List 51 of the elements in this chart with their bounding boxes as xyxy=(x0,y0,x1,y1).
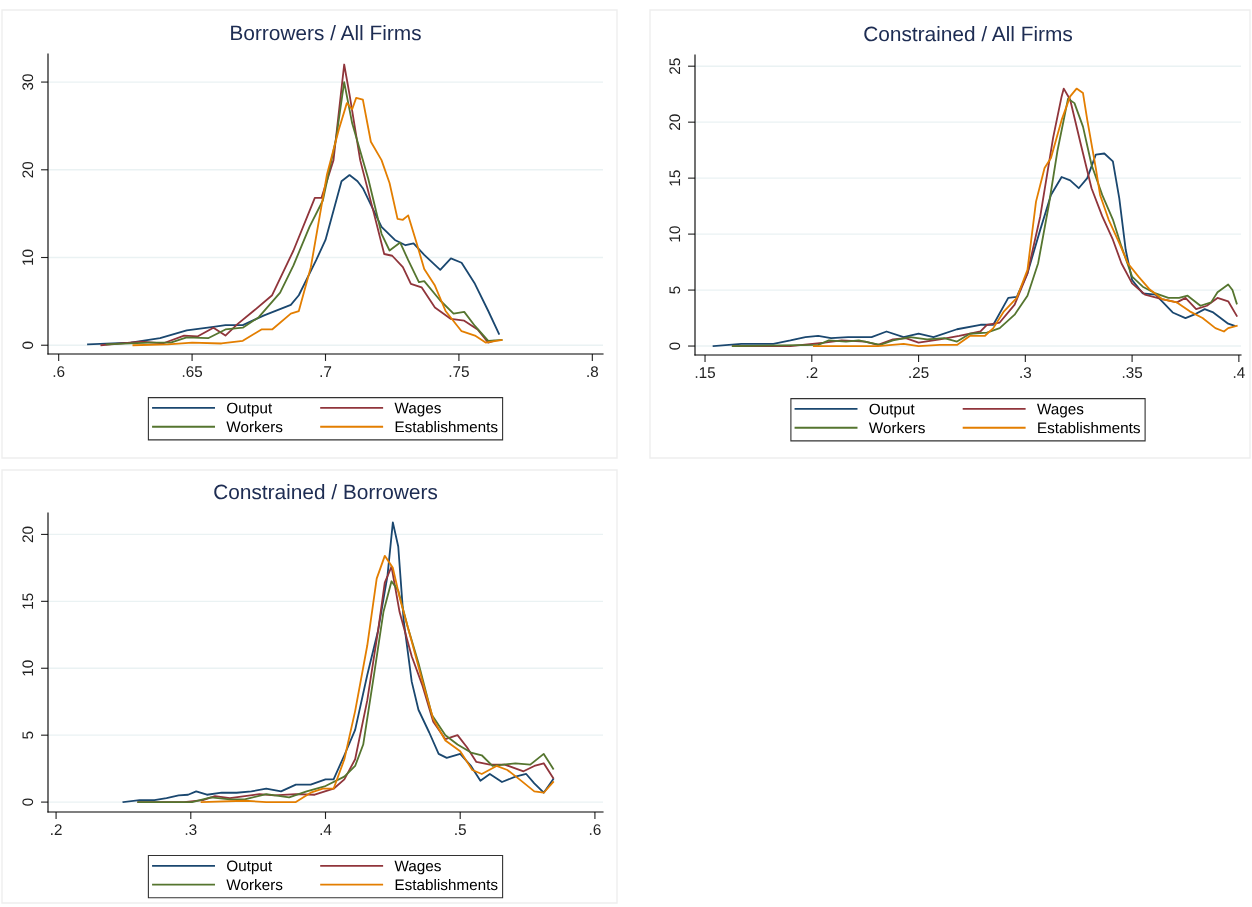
x-tick-label: .4 xyxy=(320,824,332,835)
y-tick-label: 20 xyxy=(669,114,681,130)
legend-label: Workers xyxy=(226,421,283,433)
legend-label: Workers xyxy=(868,422,925,434)
legend-label: Output xyxy=(227,860,273,875)
legend-label: Wages xyxy=(394,402,441,417)
y-tick-label: 20 xyxy=(22,161,34,178)
y-tick-label: 0 xyxy=(22,798,34,806)
x-tick-label: .8 xyxy=(587,366,599,378)
legend-label: Output xyxy=(869,403,915,418)
x-tick-label: .2 xyxy=(51,824,62,835)
legend-label: Establishments xyxy=(395,421,498,433)
chart-title: Borrowers / All Firms xyxy=(231,25,421,41)
line-series xyxy=(87,174,500,346)
chart-title: Constrained / Borrowers xyxy=(214,484,438,500)
x-tick-label: .6 xyxy=(589,824,601,836)
y-tick-label: 5 xyxy=(669,286,681,294)
y-tick-label: 10 xyxy=(22,249,34,265)
line-series xyxy=(122,521,555,804)
x-tick-label: .6 xyxy=(53,366,65,378)
chart-title: Constrained / All Firms xyxy=(864,26,1073,42)
legend-label: Wages xyxy=(1037,403,1084,418)
x-tick-label: .35 xyxy=(1122,367,1143,379)
legend-label: Establishments xyxy=(395,878,498,891)
line-series xyxy=(200,554,555,804)
x-tick-label: .3 xyxy=(1020,367,1032,379)
y-tick-label: 30 xyxy=(22,74,34,90)
line-series xyxy=(813,87,1238,347)
y-tick-label: 5 xyxy=(22,731,34,739)
x-tick-label: .25 xyxy=(909,367,929,379)
line-series xyxy=(712,152,1236,347)
y-tick-label: 10 xyxy=(669,226,681,242)
y-tick-label: 15 xyxy=(22,593,34,609)
x-tick-label: .2 xyxy=(806,367,818,378)
x-tick-label: .7 xyxy=(320,366,332,377)
y-tick-label: 20 xyxy=(22,526,34,543)
x-tick-label: .75 xyxy=(449,366,469,378)
x-tick-label: .65 xyxy=(182,366,203,378)
legend-label: Output xyxy=(227,402,273,417)
x-tick-label: .15 xyxy=(695,367,716,379)
y-tick-label: 25 xyxy=(669,58,681,74)
x-tick-label: .5 xyxy=(455,824,466,836)
x-tick-label: .4 xyxy=(1233,367,1245,378)
y-tick-label: 0 xyxy=(22,341,34,349)
y-tick-label: 0 xyxy=(669,342,681,350)
x-tick-label: .3 xyxy=(185,824,197,836)
legend-label: Workers xyxy=(226,878,283,891)
legend-label: Wages xyxy=(394,860,441,875)
legend-label: Establishments xyxy=(1038,422,1140,434)
y-tick-label: 10 xyxy=(22,660,34,676)
y-tick-label: 15 xyxy=(669,170,681,186)
